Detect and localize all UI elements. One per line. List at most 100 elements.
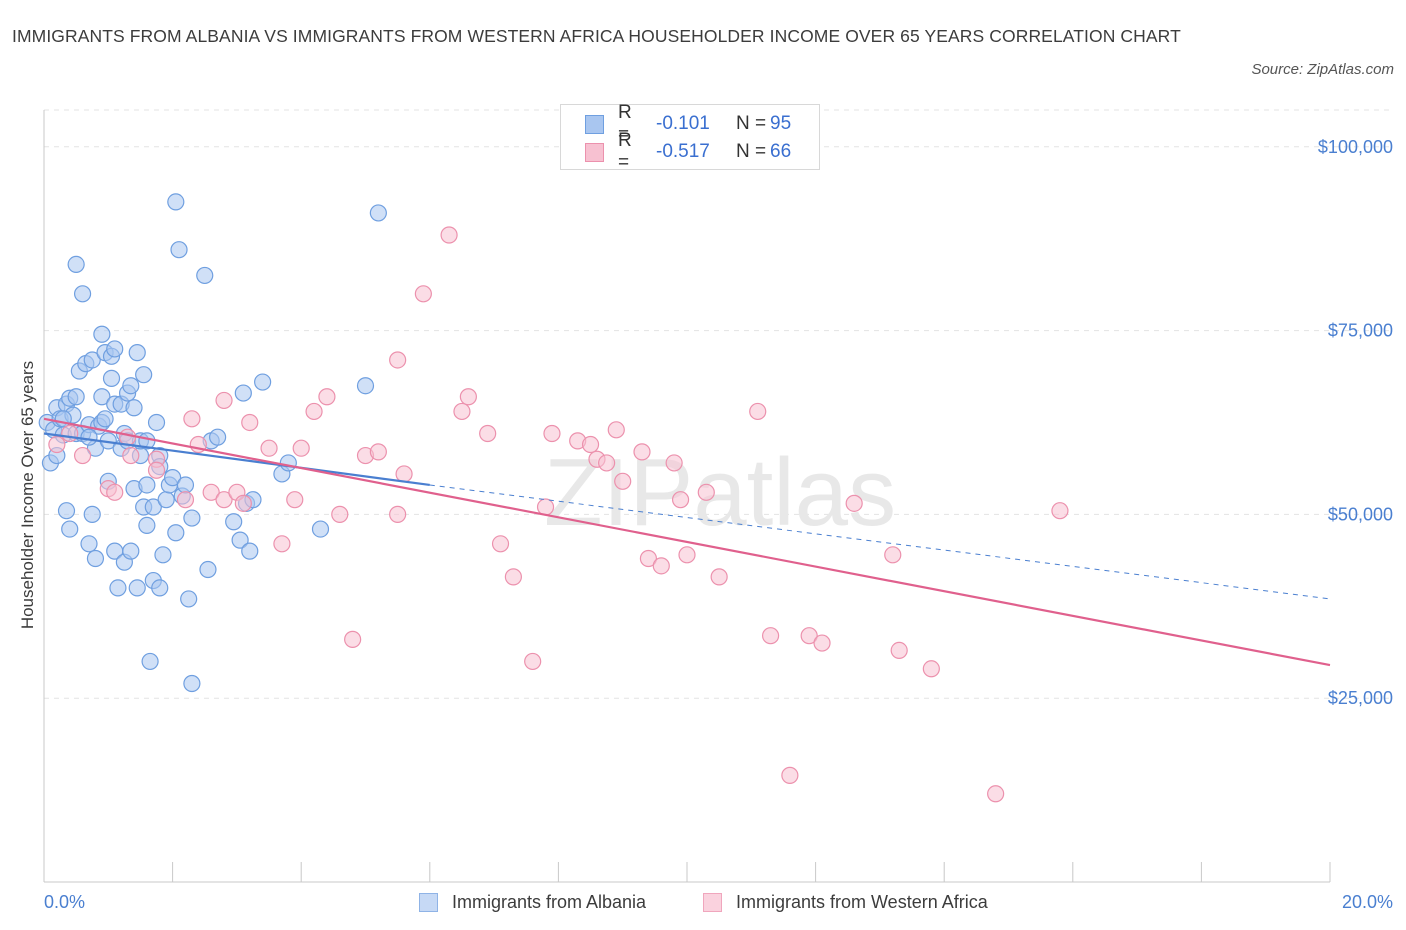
western-africa-point xyxy=(890,641,908,660)
legend-swatch-albania xyxy=(585,114,604,134)
r-label: R = xyxy=(618,102,632,145)
western-africa-point xyxy=(671,491,690,509)
western-africa-point xyxy=(202,483,220,501)
albania-point xyxy=(86,549,105,568)
western-africa-point xyxy=(389,351,407,369)
albania-point xyxy=(135,366,153,384)
western-africa-point xyxy=(781,766,799,784)
x-tick-label: 20.0% xyxy=(1342,892,1393,912)
albania-point xyxy=(93,325,111,343)
western-africa-point xyxy=(331,505,349,523)
legend-row-western-africa: R = -0.517 N = 66 xyxy=(585,130,791,173)
western-africa-point xyxy=(639,549,658,568)
western-africa-point xyxy=(176,491,195,509)
western-africa-point xyxy=(665,454,683,472)
y-tick-label: $25,000 xyxy=(1328,688,1393,708)
western-africa-point xyxy=(845,494,863,512)
western-africa-point xyxy=(106,483,124,501)
y-tick-label: $75,000 xyxy=(1328,321,1393,341)
albania-point xyxy=(138,516,156,535)
albania-point xyxy=(151,579,169,597)
legend-swatch-western-africa xyxy=(703,893,722,912)
legend-item-western-africa: Immigrants from Western Africa xyxy=(703,892,988,913)
albania-point xyxy=(311,520,330,538)
western-africa-point xyxy=(697,483,715,501)
western-africa-point xyxy=(73,446,92,465)
western-africa-point xyxy=(678,546,696,564)
albania-point xyxy=(170,241,188,259)
albania-point xyxy=(67,388,85,406)
n-label: N = xyxy=(736,141,767,162)
axes xyxy=(43,110,1331,883)
y-tick-label: $50,000 xyxy=(1328,504,1393,524)
albania-point xyxy=(138,476,156,494)
grid-lines xyxy=(44,109,1390,699)
western-africa-point xyxy=(344,630,362,648)
albania-point xyxy=(122,542,140,560)
albania-point xyxy=(93,388,111,406)
western-africa-point xyxy=(607,421,625,439)
legend-label-western-africa: Immigrants from Western Africa xyxy=(736,892,988,912)
western-africa-point xyxy=(884,546,902,564)
albania-point xyxy=(144,498,162,516)
western-africa-point xyxy=(459,388,477,406)
western-africa-point xyxy=(614,472,632,490)
albania-point xyxy=(147,413,166,432)
western-africa-point xyxy=(118,428,137,446)
western-africa-trend-line xyxy=(43,417,1331,667)
western-africa-point xyxy=(813,634,831,652)
western-africa-point xyxy=(369,443,387,461)
albania-point xyxy=(122,377,140,395)
western-africa-point xyxy=(633,443,651,461)
albania-point xyxy=(180,590,198,608)
albania-point xyxy=(125,399,143,417)
albania-point xyxy=(80,535,98,553)
western-africa-point xyxy=(286,491,304,509)
albania-point xyxy=(141,652,159,671)
albania-point xyxy=(254,373,272,391)
western-africa-point xyxy=(536,498,555,516)
western-africa-point xyxy=(440,226,458,244)
albania-point xyxy=(183,509,201,527)
albania-point xyxy=(106,340,124,358)
albania-point xyxy=(176,476,195,494)
tick-labels: $25,000 $50,000 $75,000 $100,000 0.0% 20.0% xyxy=(44,137,1393,912)
western-africa-point xyxy=(122,446,140,465)
n-label: N = xyxy=(736,113,767,134)
y-tick-label: $100,000 xyxy=(1318,137,1393,157)
albania-point xyxy=(109,579,127,597)
albania-point xyxy=(167,524,185,542)
western-africa-point xyxy=(581,435,600,454)
chart-title: IMMIGRANTS FROM ALBANIA VS IMMIGRANTS FR… xyxy=(12,26,1181,46)
albania-point xyxy=(102,369,121,387)
western-africa-point xyxy=(215,491,233,509)
western-africa-point xyxy=(147,461,166,479)
legend-item-albania: Immigrants from Albania xyxy=(419,892,646,913)
western-africa-point xyxy=(543,424,561,443)
albania-point xyxy=(57,502,76,520)
western-africa-point xyxy=(414,285,432,303)
western-africa-point xyxy=(800,627,818,645)
albania-point xyxy=(241,542,259,560)
western-africa-point xyxy=(652,557,670,575)
albania-point xyxy=(157,491,175,509)
western-africa-point xyxy=(292,439,310,457)
western-africa-point xyxy=(524,652,542,671)
albania-point xyxy=(67,255,85,273)
western-africa-point xyxy=(305,402,323,421)
western-africa-point xyxy=(922,660,940,678)
legend-swatch-albania xyxy=(419,893,438,912)
r-label: R = xyxy=(618,130,632,173)
albania-point xyxy=(196,266,214,285)
source-label: Source: ZipAtlas.com xyxy=(1251,61,1394,78)
albania-point xyxy=(83,505,101,523)
legend-label-albania: Immigrants from Albania xyxy=(452,892,647,912)
western-africa-point xyxy=(61,424,79,443)
western-africa-point xyxy=(598,454,616,472)
western-africa-point xyxy=(260,439,278,457)
western-africa-point xyxy=(48,435,66,454)
series-legend: Immigrants from Albania Immigrants from … xyxy=(0,888,1406,916)
albania-point xyxy=(128,579,146,597)
n-value: 95 xyxy=(770,113,792,134)
